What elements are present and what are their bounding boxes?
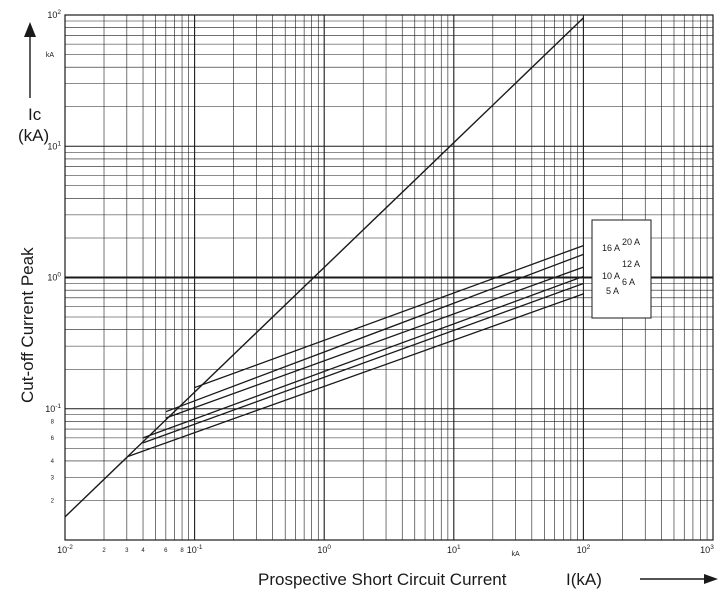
x-axis-title: Prospective Short Circuit Current <box>258 570 507 589</box>
x-minor-tick-label: 3 <box>125 548 129 554</box>
legend-box <box>591 219 652 319</box>
axis-arrows <box>24 22 718 584</box>
legend-label: 10 A <box>602 271 620 281</box>
x-tick-label: 10-2 <box>57 544 73 555</box>
x-tick-label: 101 <box>447 544 461 555</box>
x-axis-unit: I(kA) <box>566 570 602 589</box>
legend-label: 12 A <box>622 259 640 269</box>
x-tick-label: 103 <box>700 544 714 555</box>
curve-line <box>142 282 584 444</box>
x-minor-tick-label: 2 <box>102 548 106 554</box>
plot-frame <box>64 14 714 541</box>
x-tick-label: 10-1 <box>187 544 203 555</box>
x-axis-arrow-head <box>704 574 718 584</box>
y-tick-label: 10-1 <box>45 403 61 414</box>
current-curves <box>64 17 584 518</box>
y-minor-tick-label: 3 <box>51 475 55 481</box>
legend-label: 5 A <box>606 286 619 296</box>
plot-border <box>64 14 714 541</box>
y-axis-symbol: Ic <box>28 105 42 124</box>
y-minor-tick-label: 6 <box>51 436 55 442</box>
curve-line <box>194 244 584 389</box>
legend-label: 20 A <box>622 237 640 247</box>
y-axis-unit: (kA) <box>18 126 50 145</box>
curve-line <box>126 293 584 458</box>
legend-label: 6 A <box>622 277 635 287</box>
x-tick-label: 102 <box>577 544 591 555</box>
x-tick-label: 100 <box>317 544 331 555</box>
x-minor-tick-label: 6 <box>164 548 168 554</box>
y-tick-label: 101 <box>47 140 61 151</box>
prospective-current-line <box>64 17 584 518</box>
y-unit-tag: kA <box>46 52 55 59</box>
x-minor-tick-label: 4 <box>141 548 145 554</box>
legend-label: 16 A <box>602 243 620 253</box>
curve-line <box>165 253 584 413</box>
curve-line <box>142 275 584 439</box>
y-minor-tick-label: 4 <box>51 459 55 465</box>
y-tick-label: 100 <box>47 272 61 283</box>
y-axis-title: Cut-off Current Peak <box>18 247 37 403</box>
grid-lines <box>65 15 713 540</box>
curve-legend: 16 A20 A 12 A10 A6 A5 A <box>591 219 652 319</box>
curve-line <box>165 266 584 419</box>
y-minor-tick-label: 8 <box>51 419 55 425</box>
x-unit-tag: kA <box>512 551 521 558</box>
y-axis-arrow-head <box>24 22 36 37</box>
y-minor-tick-label: 2 <box>51 498 55 504</box>
x-minor-tick-label: 8 <box>180 548 184 554</box>
y-tick-label: 102 <box>47 9 61 20</box>
